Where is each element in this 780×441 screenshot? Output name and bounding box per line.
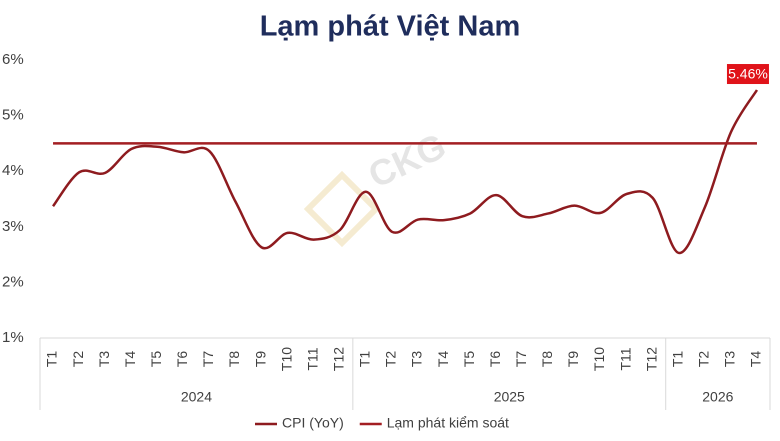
y-tick-label: 3% xyxy=(2,218,24,235)
series-line xyxy=(52,89,759,255)
x-tick-label: T4 xyxy=(435,351,451,368)
value-label: 5.46% xyxy=(728,66,768,82)
x-tick-label: T7 xyxy=(200,351,216,368)
y-tick-label: 6% xyxy=(2,51,24,68)
x-tick-label: T6 xyxy=(487,351,503,368)
x-tick-label: T11 xyxy=(617,347,633,370)
x-tick-label: T5 xyxy=(461,351,477,368)
x-tick-label: T11 xyxy=(304,347,320,370)
x-tick-label: T3 xyxy=(722,351,738,368)
x-tick-label: T3 xyxy=(409,351,425,368)
legend-label: CPI (YoY) xyxy=(282,415,344,431)
y-tick-label: 1% xyxy=(2,329,24,346)
x-tick-label: T1 xyxy=(357,351,373,368)
y-tick-label: 2% xyxy=(2,273,24,290)
x-tick-label: T9 xyxy=(565,351,581,368)
x-tick-label: T2 xyxy=(696,351,712,368)
x-tick-label: T12 xyxy=(643,347,659,371)
group-label: 2026 xyxy=(702,389,733,405)
legend-label: Lạm phát kiểm soát xyxy=(387,415,509,431)
x-tick-label: T12 xyxy=(331,347,347,371)
x-tick-label: T9 xyxy=(252,351,268,368)
x-tick-label: T8 xyxy=(539,351,555,368)
watermark: CKG xyxy=(362,125,452,196)
y-tick-label: 5% xyxy=(2,107,24,124)
x-tick-label: T3 xyxy=(96,351,112,368)
y-tick-label: 4% xyxy=(2,162,24,179)
x-tick-label: T8 xyxy=(226,351,242,368)
x-tick-label: T1 xyxy=(669,351,685,368)
x-tick-label: T10 xyxy=(278,347,294,371)
x-tick-label: T10 xyxy=(591,347,607,371)
group-label: 2025 xyxy=(494,389,525,405)
chart-title: Lạm phát Việt Nam xyxy=(260,11,521,43)
x-tick-label: T7 xyxy=(513,351,529,368)
x-tick-label: T1 xyxy=(44,351,60,368)
x-tick-label: T4 xyxy=(122,351,138,368)
x-tick-label: T6 xyxy=(174,351,190,368)
x-tick-label: T2 xyxy=(383,351,399,368)
x-tick-label: T2 xyxy=(70,351,86,368)
x-tick-label: T4 xyxy=(748,351,764,368)
value-label-box xyxy=(726,64,769,85)
x-tick-label: T5 xyxy=(148,351,164,368)
group-label: 2024 xyxy=(181,389,212,405)
